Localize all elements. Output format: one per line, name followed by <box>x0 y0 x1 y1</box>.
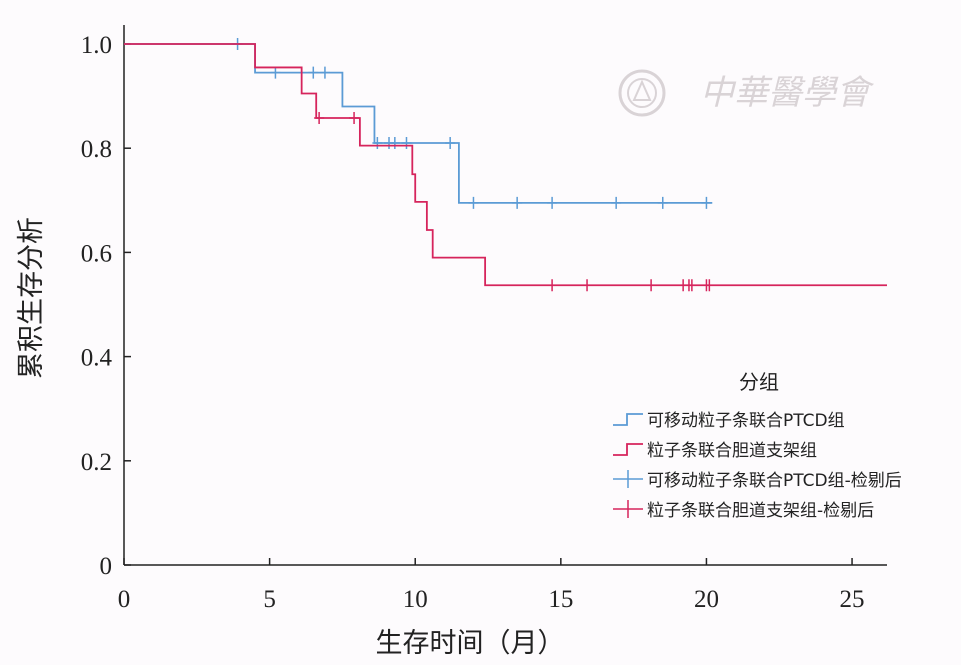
legend-title: 分组 <box>739 370 779 394</box>
censor-mark <box>270 66 281 79</box>
y-tick-label: 0.2 <box>81 449 112 476</box>
legend-label: 粒子条联合胆道支架组-检剔后 <box>647 501 874 521</box>
watermark-logo: 中華醫學會 <box>618 69 875 117</box>
survival-curve-1 <box>124 43 713 204</box>
survival-curve-2 <box>124 43 887 287</box>
censor-mark <box>314 111 325 124</box>
censor-mark <box>582 279 593 292</box>
censor-mark <box>389 136 400 149</box>
censor-mark <box>319 66 330 79</box>
y-tick-label: 0.6 <box>81 240 112 267</box>
legend-censor-swatch <box>613 500 643 518</box>
censor-mark <box>686 279 697 292</box>
y-tick-label: 1.0 <box>81 32 112 59</box>
x-tick-label: 25 <box>840 586 865 613</box>
legend-step-swatch <box>613 413 643 426</box>
censor-mark <box>468 196 479 209</box>
legend-censor-swatch <box>613 470 643 488</box>
plot-area <box>124 38 887 292</box>
y-tick-label: 0 <box>100 553 113 580</box>
censor-mark <box>701 196 712 209</box>
y-tick-label: 0.4 <box>81 345 113 372</box>
legend-label: 可移动粒子条联合PTCD组-检剔后 <box>647 471 902 491</box>
x-tick-label: 20 <box>694 586 719 613</box>
legend-label: 可移动粒子条联合PTCD组 <box>647 411 845 431</box>
censor-mark <box>611 196 622 209</box>
legend-step-swatch <box>613 443 643 456</box>
x-tick-label: 10 <box>403 586 428 613</box>
censor-mark <box>547 279 558 292</box>
censor-mark <box>657 196 668 209</box>
censor-mark <box>646 279 657 292</box>
y-axis-title: 累积生存分析 <box>16 217 47 379</box>
legend-label: 粒子条联合胆道支架组 <box>647 441 817 461</box>
censor-mark <box>349 111 360 124</box>
x-tick-label: 15 <box>548 586 573 613</box>
censor-mark <box>547 196 558 209</box>
censor-mark <box>401 136 412 149</box>
x-tick-label: 0 <box>118 586 131 613</box>
y-tick-label: 0.8 <box>81 136 112 163</box>
x-axis-title: 生存时间（月） <box>376 628 565 659</box>
legend: 分组 可移动粒子条联合PTCD组粒子条联合胆道支架组可移动粒子条联合PTCD组-… <box>613 370 902 521</box>
censor-mark <box>308 66 319 79</box>
censor-mark <box>512 196 523 209</box>
x-tick-label: 5 <box>263 586 276 613</box>
svg-text:中華醫學會: 中華醫學會 <box>700 73 875 113</box>
censor-mark <box>704 279 715 292</box>
axes: 0 0.2 0.4 0.6 0.8 1.0 0 5 10 15 20 25 <box>81 25 887 613</box>
censor-mark <box>372 136 383 149</box>
censor-mark <box>445 136 456 149</box>
